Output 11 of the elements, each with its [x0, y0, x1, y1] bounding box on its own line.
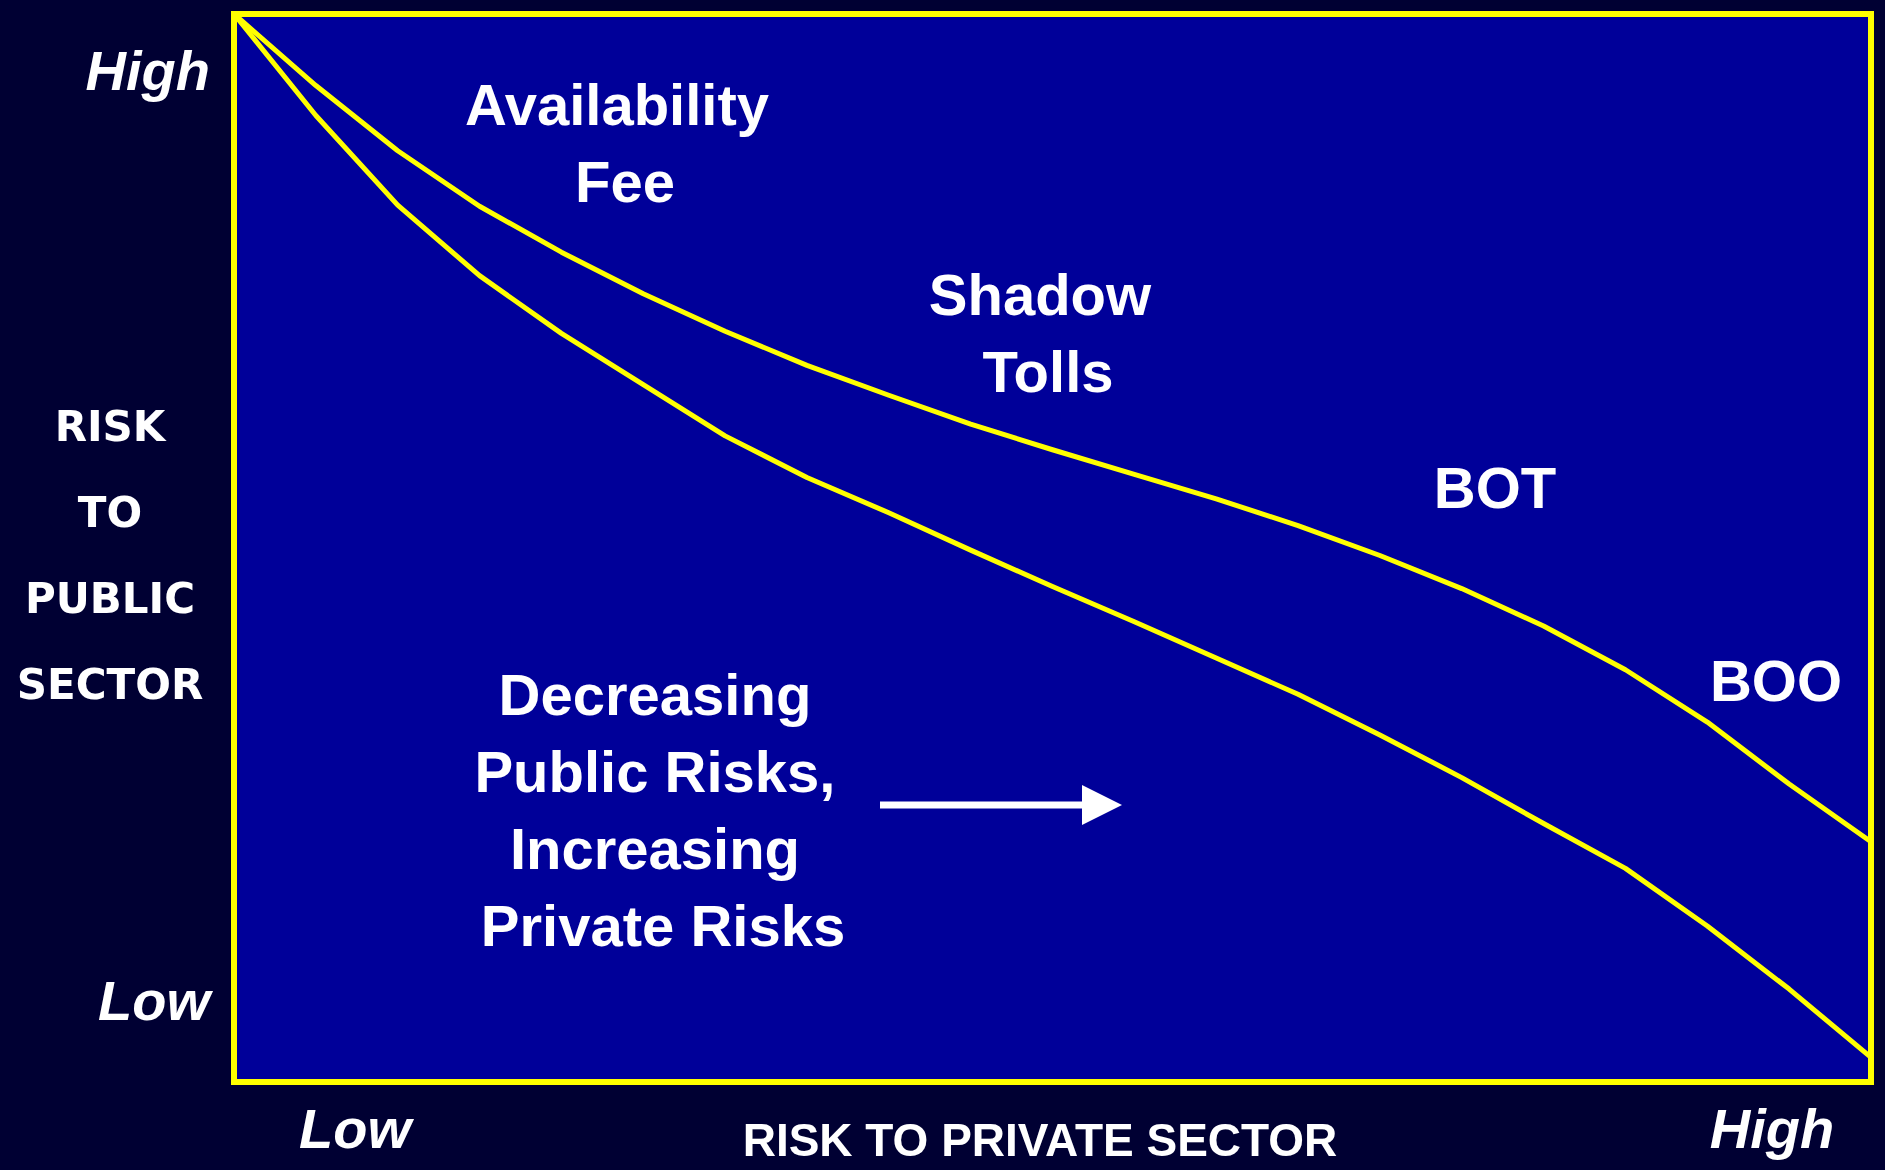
annotation: BOO [1709, 647, 1843, 713]
annotation: Decreasing Public Risks, Increasing Private Risks [474, 662, 852, 958]
y-axis-title: RISK TO PUBLIC SECTOR [16, 401, 204, 709]
x-axis-title: RISK TO PRIVATE SECTOR [742, 1114, 1338, 1166]
annotation: BOT [1433, 454, 1557, 520]
text: High [85, 38, 210, 102]
text: Low [98, 968, 214, 1032]
annotation: Shadow Tolls [928, 262, 1168, 404]
text: Low [299, 1096, 415, 1160]
annotation: Availability Fee [464, 72, 786, 214]
text: High [1709, 1096, 1835, 1160]
